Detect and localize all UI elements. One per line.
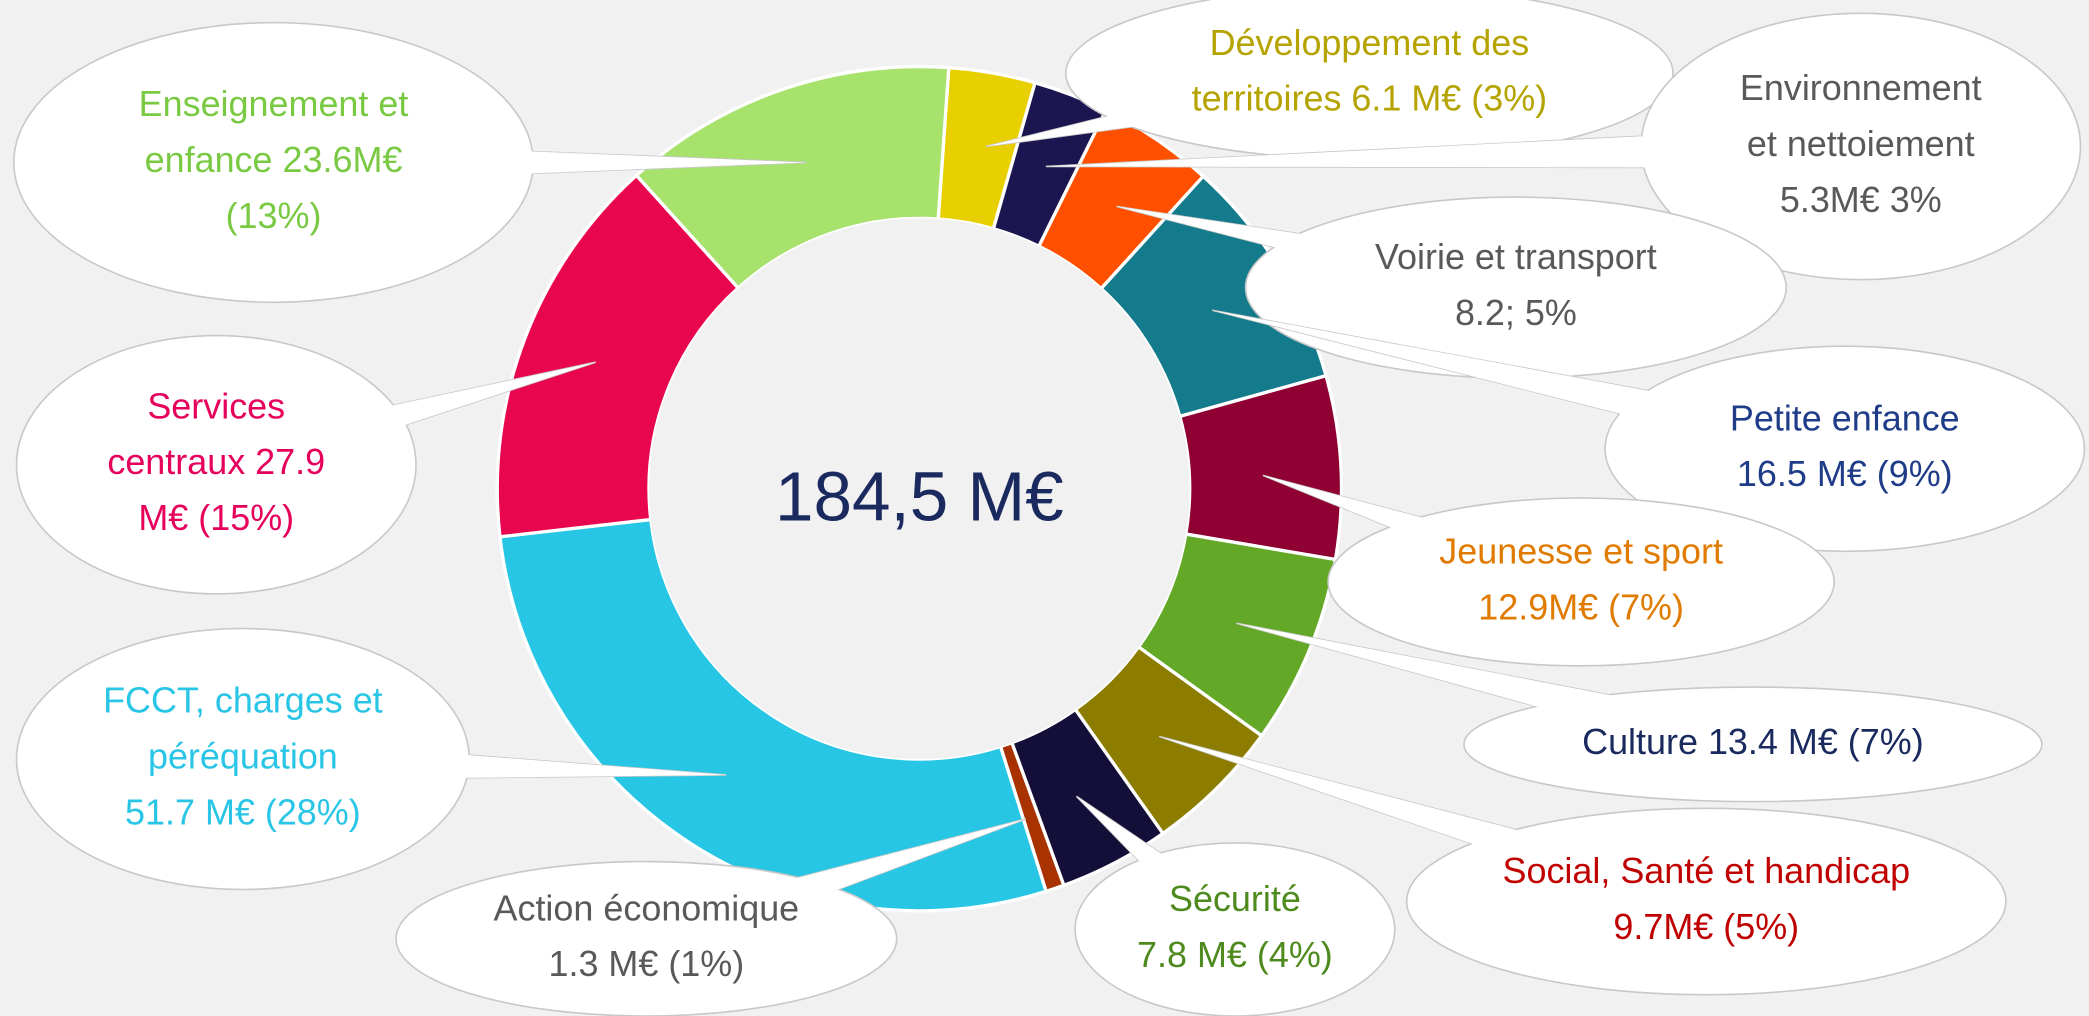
callout-label: 51.7 M€ (28%) [125,791,361,832]
callout-tail-fill [639,818,1026,960]
callout-label: Culture 13.4 M€ (7%) [1582,721,1924,762]
callouts: Développement des territoires 6.1 M€ (3%)… [13,0,2086,1016]
callout-label: Action économique [494,887,800,928]
callout-label: Jeunesse et sport [1439,530,1723,571]
callout-tail-fill [210,362,596,486]
callout-tail-fill [1212,310,1850,470]
callout-label: enfance 23.6M€ [145,139,403,180]
callout-tail-fill [1159,736,1713,922]
callout-tail-fill [1076,796,1249,946]
callout-label: 7.8 M€ (4%) [1137,934,1333,975]
callout-label: 12.9M€ (7%) [1478,586,1684,627]
callout-tail-fill [985,52,1374,147]
callout-tail-fill [242,737,727,781]
callout-label: et nettoiement [1747,123,1975,164]
callout-tail-fill [273,141,807,184]
callout-label: 1.3 M€ (1%) [548,943,744,984]
callout-bubble [1244,196,1787,379]
callout-tail-fill [1045,125,1862,168]
callout-label: 9.7M€ (5%) [1613,906,1799,947]
callout-label: Petite enfance [1730,397,1960,438]
donut-hole [649,218,1190,760]
callout-label: FCCT, charges et [103,680,383,721]
callout-label: Services [147,385,285,426]
callout-label: Sécurité [1169,878,1301,919]
callout-label: Développement des [1210,22,1530,63]
callout-tail-fill [1116,206,1521,309]
callout-label: M€ (15%) [138,497,294,538]
callout-tail-fill [1262,475,1588,603]
callout-label: péréquation [148,736,338,777]
callout-label: territoires 6.1 M€ (3%) [1192,78,1547,119]
callout-tail-fill [1236,623,1758,766]
callout-label: centraux 27.9 [107,441,325,482]
callout-label: 5.3M€ 3% [1780,179,1942,220]
callout-label: (13%) [226,195,322,236]
callout-label: Voirie et transport [1375,236,1657,277]
callout-label: 8.2; 5% [1455,292,1577,333]
center-label: 184,5 M€ [775,457,1064,535]
callout-label: 16.5 M€ (9%) [1737,453,1953,494]
callout-label: Enseignement et [139,83,409,124]
donut-segment [634,64,951,291]
callout-label: Environnement [1740,67,1982,108]
callout-label: Social, Santé et handicap [1503,850,1911,891]
